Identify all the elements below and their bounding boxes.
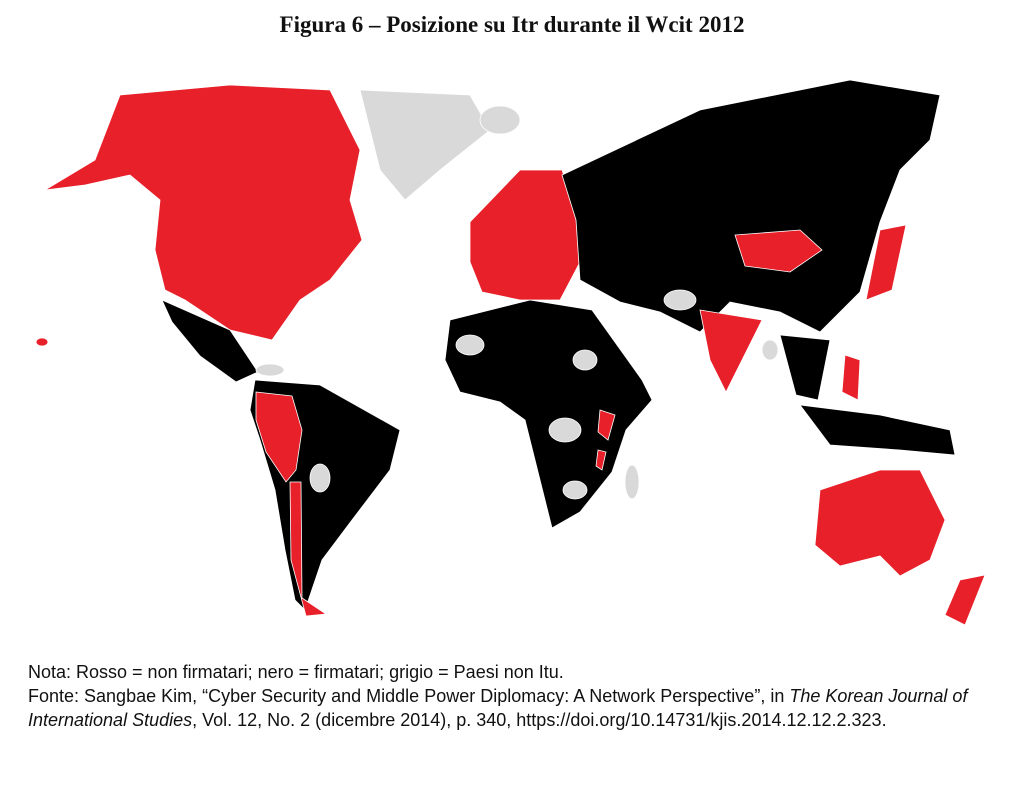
australia <box>814 469 946 577</box>
greenland <box>359 89 491 201</box>
africa-gray-3 <box>572 349 598 371</box>
hawaii <box>35 337 49 347</box>
southeast-asia <box>779 334 831 401</box>
japan <box>865 224 907 301</box>
africa-gray-1 <box>455 334 485 356</box>
russia-asia <box>561 79 941 333</box>
philippines <box>841 354 861 401</box>
india <box>699 309 763 393</box>
africa-gray-2 <box>548 417 582 443</box>
myanmar-gray <box>761 339 779 361</box>
kenya <box>597 409 616 441</box>
europe <box>469 169 581 301</box>
source-prefix: Fonte: Sangbae Kim, “Cyber Security and … <box>28 686 790 706</box>
andes-red <box>255 391 303 483</box>
paraguay <box>309 463 331 493</box>
central-america <box>161 299 259 383</box>
source-journal: The Korean Journal of International Stud… <box>28 686 968 730</box>
madagascar <box>624 464 640 500</box>
mongolia <box>734 229 823 273</box>
new-zealand <box>944 574 986 626</box>
note: Nota: Rosso = non firmatari; nero = firm… <box>28 662 564 682</box>
svalbard <box>479 105 521 135</box>
caribbean <box>255 363 285 377</box>
middle-east-gray <box>663 289 697 311</box>
africa <box>444 299 653 529</box>
source-suffix: , Vol. 12, No. 2 (dicembre 2014), p. 340… <box>192 710 887 730</box>
africa-gray-4 <box>562 480 588 500</box>
chile <box>289 481 328 617</box>
north-america <box>44 84 363 341</box>
source: Fonte: Sangbae Kim, “Cyber Security and … <box>28 684 1003 732</box>
figure-title: Figura 6 – Posizione su Itr durante il W… <box>279 12 745 37</box>
caption: Nota: Rosso = non firmatari; nero = firm… <box>28 660 1003 732</box>
indonesia <box>799 404 956 456</box>
world-map <box>35 79 986 626</box>
tanzania-coast <box>595 449 607 471</box>
